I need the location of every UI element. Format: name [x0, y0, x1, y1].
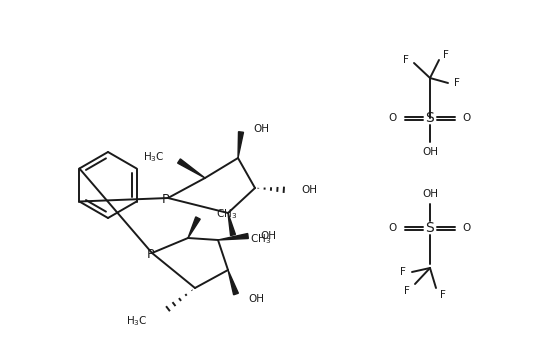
Text: S: S: [426, 111, 434, 125]
Text: S: S: [426, 221, 434, 235]
Text: F: F: [400, 267, 406, 277]
Text: P: P: [162, 193, 170, 205]
Text: OH: OH: [422, 189, 438, 199]
Text: CH$_3$: CH$_3$: [250, 232, 271, 246]
Text: H$_3$C: H$_3$C: [144, 150, 165, 164]
Text: CH$_3$: CH$_3$: [216, 207, 237, 221]
Polygon shape: [178, 159, 205, 178]
Polygon shape: [238, 132, 244, 158]
Polygon shape: [228, 213, 235, 236]
Text: OH: OH: [301, 185, 317, 195]
Text: F: F: [440, 290, 446, 300]
Text: P: P: [146, 247, 154, 261]
Text: F: F: [403, 55, 409, 65]
Text: OH: OH: [260, 231, 276, 241]
Text: O: O: [389, 223, 397, 233]
Text: O: O: [389, 113, 397, 123]
Polygon shape: [228, 270, 238, 295]
Text: F: F: [404, 286, 410, 296]
Text: F: F: [443, 50, 449, 60]
Text: F: F: [454, 78, 460, 88]
Text: OH: OH: [253, 124, 269, 134]
Text: H$_3$C: H$_3$C: [126, 314, 148, 328]
Text: O: O: [463, 113, 471, 123]
Polygon shape: [218, 233, 249, 240]
Text: OH: OH: [248, 294, 264, 304]
Text: O: O: [463, 223, 471, 233]
Text: OH: OH: [422, 147, 438, 157]
Polygon shape: [188, 217, 200, 238]
